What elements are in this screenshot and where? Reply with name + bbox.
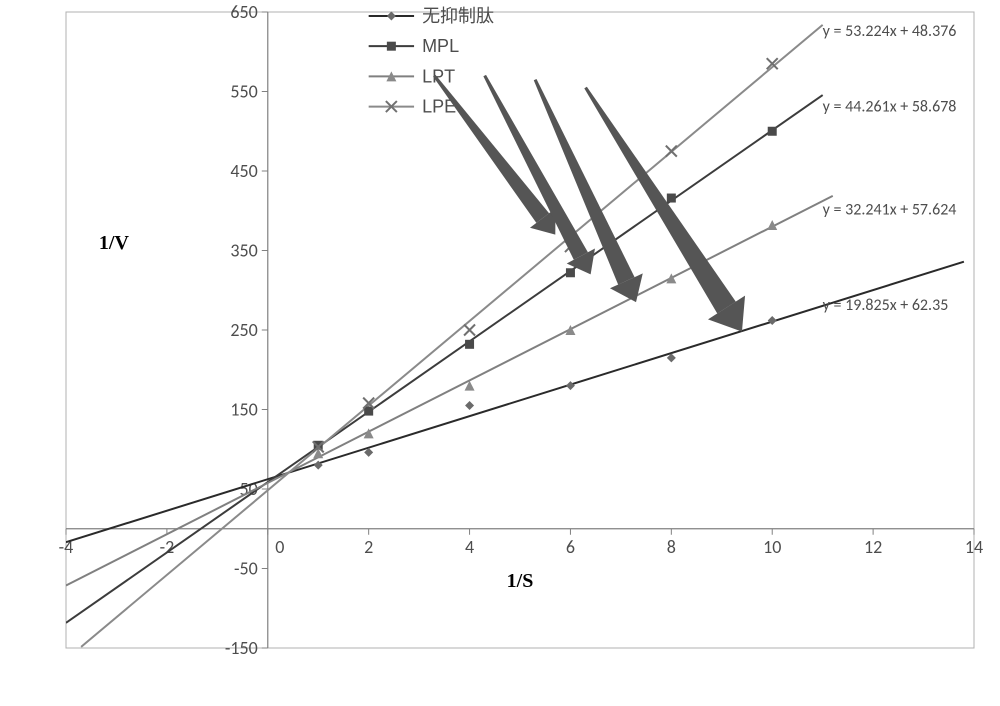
- marker-square: [667, 194, 676, 203]
- y-tick-label: 150: [230, 399, 257, 421]
- equation-text: y = 19.825x + 62.35: [823, 296, 949, 315]
- y-tick-label: 350: [230, 240, 257, 262]
- arrow-body: [584, 87, 735, 314]
- x-tick-label: 10: [763, 536, 781, 558]
- marker-square: [387, 42, 396, 51]
- x-tick-label: 6: [566, 536, 575, 558]
- x-tick-label: 14: [965, 536, 983, 558]
- series-line-MPL: [66, 95, 823, 623]
- x-tick-label: 2: [364, 536, 373, 558]
- marker-square: [465, 340, 474, 349]
- legend-label-no_inhibitor: 无抑制肽: [422, 6, 494, 26]
- marker-square: [566, 268, 575, 277]
- marker-triangle: [666, 273, 676, 283]
- y-tick-label: 550: [230, 81, 257, 103]
- x-tick-label: -4: [59, 536, 74, 558]
- x-tick-label: -2: [160, 536, 175, 558]
- y-tick-label: -50: [234, 558, 258, 580]
- lineweaver-burk-chart: -4-202468101214-150-50501502503504505506…: [0, 0, 1000, 706]
- x-tick-label: 4: [465, 536, 474, 558]
- marker-diamond: [465, 401, 474, 410]
- y-tick-label: 450: [230, 160, 257, 182]
- marker-diamond: [566, 381, 575, 390]
- series-line-LPE: [81, 25, 823, 647]
- equation-text: y = 32.241x + 57.624: [823, 201, 957, 220]
- x-tick-label: 0: [275, 536, 284, 558]
- y-axis-label: 1/V: [99, 232, 130, 254]
- marker-square: [364, 407, 373, 416]
- y-tick-label: -150: [225, 637, 258, 659]
- y-tick-label: 250: [230, 319, 257, 341]
- legend-label-MPL: MPL: [422, 36, 459, 56]
- equation-text: y = 44.261x + 58.678: [823, 97, 957, 116]
- marker-square: [768, 127, 777, 136]
- equation-text: y = 53.224x + 48.376: [823, 22, 957, 41]
- marker-diamond: [768, 316, 777, 325]
- chart-svg: -4-202468101214-150-50501502503504505506…: [0, 0, 1000, 706]
- series-line-LPT: [66, 196, 833, 586]
- x-axis-label: 1/S: [507, 570, 534, 592]
- x-tick-label: 8: [667, 536, 676, 558]
- x-tick-label: 12: [864, 536, 882, 558]
- y-tick-label: 650: [230, 1, 257, 23]
- marker-diamond: [387, 11, 396, 20]
- arrow-body: [433, 75, 549, 223]
